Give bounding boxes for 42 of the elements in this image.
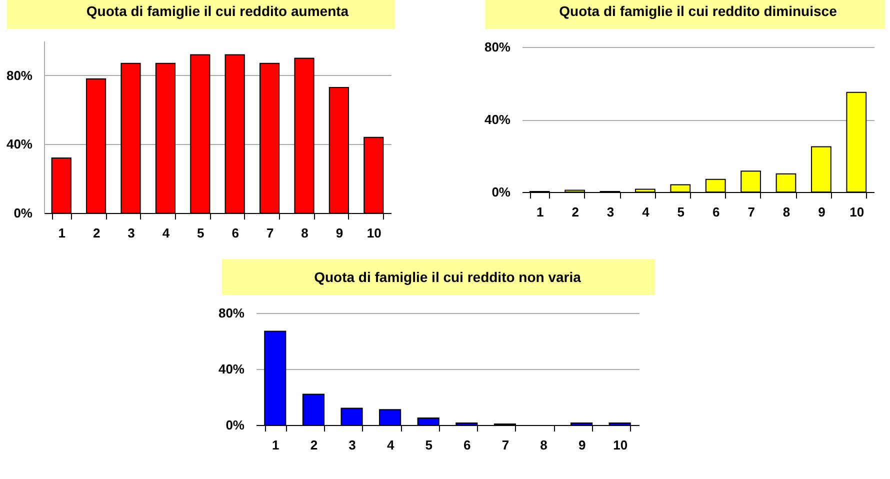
x-tick-label: 1 (272, 438, 280, 452)
x-tick-label: 5 (425, 438, 432, 452)
x-tick-label: 8 (301, 226, 308, 240)
y-tick-label: 80% (484, 40, 511, 54)
y-tick-label: 40% (218, 362, 245, 376)
y-tick-label: 0% (14, 206, 33, 220)
y-tick-label: 40% (484, 112, 511, 127)
x-tick-label: 7 (266, 226, 274, 240)
x-tick-label: 9 (818, 204, 826, 220)
chart-title: Quota di famiglie il cui reddito aumenta (86, 3, 349, 19)
y-tick-label: 0% (226, 418, 245, 432)
x-tick-label: 7 (502, 438, 510, 452)
y-tick-label: 80% (6, 68, 33, 83)
x-tick-label: 4 (642, 204, 650, 220)
x-tick-label: 1 (58, 226, 66, 240)
x-tick-label: 6 (464, 438, 471, 452)
x-tick-label: 6 (232, 226, 239, 240)
y-tick-label: 40% (6, 136, 33, 152)
y-tick-label: 80% (218, 306, 245, 320)
x-tick-label: 8 (540, 438, 548, 452)
x-tick-label: 10 (366, 226, 382, 240)
chart-title: Quota di famiglie il cui reddito diminuisce (559, 3, 838, 19)
x-tick-label: 4 (162, 226, 170, 240)
x-tick-label: 2 (310, 438, 318, 452)
x-tick-label: 6 (712, 204, 720, 220)
x-tick-label: 2 (572, 204, 579, 220)
x-tick-label: 8 (782, 204, 790, 220)
x-tick-label: 5 (677, 204, 685, 220)
x-tick-label: 1 (536, 204, 544, 220)
x-tick-label: 10 (850, 204, 864, 220)
x-tick-label: 7 (748, 204, 755, 220)
x-tick-label: 2 (92, 226, 100, 240)
x-tick-label: 10 (613, 438, 628, 452)
x-tick-label: 3 (606, 204, 614, 220)
x-tick-label: 5 (197, 226, 204, 240)
x-tick-label: 9 (578, 438, 586, 452)
x-tick-label: 9 (336, 226, 344, 240)
chart-title: Quota di famiglie il cui reddito non varia (314, 269, 582, 285)
x-tick-label: 3 (348, 438, 356, 452)
y-tick-label: 0% (492, 184, 511, 200)
x-tick-label: 3 (128, 226, 135, 240)
x-tick-label: 4 (386, 438, 395, 452)
